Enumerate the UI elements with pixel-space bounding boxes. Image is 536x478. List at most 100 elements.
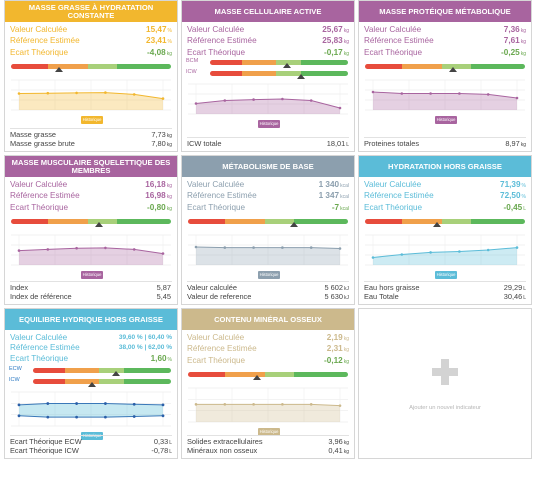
series-area — [19, 247, 163, 265]
historique-button[interactable]: Historique — [435, 116, 457, 124]
add-indicator-label[interactable]: Ajouter un nouvel indicateur — [409, 405, 481, 411]
card-title: MASSE CELLULAIRE ACTIVE — [182, 1, 354, 22]
indicator-card[interactable]: MÉTABOLISME DE BASE Valeur Calculée 1 340k… — [181, 155, 355, 305]
data-point — [132, 415, 136, 418]
data-point — [458, 92, 461, 95]
footer-value-text: 5 602 — [324, 283, 344, 292]
value-rows: Valeur Calculée 1 340kcal Référence Estimé… — [182, 177, 354, 214]
history-chart — [11, 391, 171, 427]
footer-label: Masse grasse brute — [10, 139, 75, 148]
value-unit: kg — [343, 50, 349, 57]
value-rows: Valeur Calculée 7,36kg Référence Estimée 7,… — [359, 22, 531, 59]
historique-button[interactable]: Historique — [81, 271, 103, 279]
value-row: Référence Estimée 16,98kg — [10, 191, 172, 202]
indicator-card[interactable]: MASSE CELLULAIRE ACTIVE Valeur Calculée 25… — [181, 0, 355, 152]
value-label: Ecart Théorique — [10, 47, 69, 57]
gauge-segment — [124, 368, 171, 373]
value-label: Ecart Théorique — [187, 355, 246, 365]
value-text: 1 347 — [318, 191, 340, 201]
gauge-label: ECW — [9, 366, 22, 372]
value-text: 25,67 — [322, 25, 343, 34]
value-number: -0,45L — [504, 203, 526, 214]
value-row: Ecart Théorique -0,12kg — [187, 356, 349, 367]
gauge-segment — [301, 71, 348, 76]
add-indicator-card[interactable]: Ajouter un nouvel indicateur — [358, 308, 532, 459]
gauge-segment — [33, 368, 65, 373]
value-number: 1,60% — [151, 354, 172, 365]
indicator-card[interactable]: EQUILIBRE HYDRIQUE HORS GRAISSE Valeur Ca… — [4, 308, 178, 459]
footer-value-text: 29,29 — [503, 283, 523, 292]
value-label: Valeur Calculée — [187, 333, 245, 342]
value-unit: kg — [166, 205, 172, 212]
gauge-marker — [55, 67, 63, 72]
footer-label: Valeur calculée — [187, 283, 237, 292]
footer-unit: kg — [343, 449, 349, 455]
value-number: 16,98kg — [145, 191, 172, 202]
gauge-segment — [188, 219, 225, 224]
value-number: -0,12kg — [324, 356, 349, 367]
value-label: Référence Estimée — [187, 36, 257, 46]
footer-row: Masse grasse brute 7,80kg — [10, 139, 172, 150]
data-point — [281, 403, 284, 406]
footer-divider — [187, 281, 349, 282]
footer-value-text: 5,87 — [156, 283, 171, 292]
data-point — [46, 415, 50, 419]
data-point — [400, 92, 404, 95]
data-point — [46, 402, 50, 405]
value-row: Ecart Théorique -0,25kg — [364, 48, 526, 59]
value-number: 71,39% — [500, 180, 526, 191]
historique-button[interactable]: Historique — [435, 271, 457, 279]
value-label: Valeur Calculée — [187, 180, 245, 189]
historique-button[interactable]: Historique — [258, 428, 280, 436]
gauge-bar — [365, 219, 525, 224]
data-point — [223, 99, 227, 102]
gauge-segment — [264, 219, 294, 224]
footer-row: Solides extracellulaires 3,96kg — [187, 437, 349, 448]
gauge-marker — [433, 222, 441, 227]
footer-label: Eau hors graisse — [364, 283, 420, 292]
footer-value: 30,46L — [504, 292, 526, 303]
indicator-card[interactable]: MASSE GRASSE À HYDRATATION CONSTANTE Vale… — [4, 0, 178, 152]
value-text: 7,36 — [503, 25, 520, 34]
value-label: Ecart Théorique — [364, 202, 423, 212]
series-area — [373, 92, 517, 110]
value-pair: 39,60 % | 60,40 % — [119, 333, 172, 343]
data-point — [252, 403, 255, 406]
dual-gauge-marker — [283, 63, 292, 68]
value-label: Valeur Calculée — [187, 25, 245, 34]
series-area — [373, 247, 517, 265]
indicator-card[interactable]: HYDRATATION HORS GRAISSE Valeur Calculée 7… — [358, 155, 532, 305]
historique-button[interactable]: Historique — [258, 271, 280, 279]
footer-value: 5,87 — [157, 283, 172, 294]
card-title: HYDRATATION HORS GRAISSE — [359, 156, 531, 177]
value-unit: kg — [520, 28, 526, 34]
footer-divider — [364, 281, 526, 282]
data-point — [104, 415, 107, 419]
data-point — [161, 414, 165, 418]
value-text: -7 — [331, 202, 340, 212]
history-chart — [365, 234, 525, 266]
series-area — [19, 403, 163, 418]
gauge-segment — [210, 71, 242, 76]
value-row: Ecart Théorique -7kcal — [187, 203, 349, 214]
gauge-segment — [47, 64, 88, 69]
value-separator: | — [142, 334, 149, 341]
historique-button[interactable]: Historique — [81, 116, 103, 124]
plus-icon[interactable] — [359, 357, 531, 387]
footer-unit: kg — [166, 142, 172, 148]
footer-value-text: 5 630 — [324, 292, 344, 301]
data-point — [17, 414, 21, 418]
indicator-card[interactable]: MASSE MUSCULAIRE SQUELETTIQUE DES MEMBRE… — [4, 155, 178, 305]
value-label: Ecart Théorique — [187, 202, 246, 212]
series-line — [18, 415, 164, 418]
value-number: -0,80kg — [147, 203, 172, 214]
indicator-card[interactable]: MASSE PROTÉIQUE MÉTABOLIQUE Valeur Calcul… — [358, 0, 532, 152]
value-row: Valeur Calculée 2,19kg — [187, 333, 349, 344]
value-label: Ecart Théorique — [10, 353, 69, 363]
historique-button[interactable]: Historique — [258, 120, 280, 128]
value-row: Ecart Théorique 1,60% — [10, 354, 172, 365]
indicator-card[interactable]: CONTENU MINÉRAL OSSEUX Valeur Calculée 2,1… — [181, 308, 355, 459]
gauge-bar — [11, 64, 171, 69]
footer-label: Masse grasse — [10, 130, 57, 139]
value-unit: kg — [343, 28, 349, 34]
